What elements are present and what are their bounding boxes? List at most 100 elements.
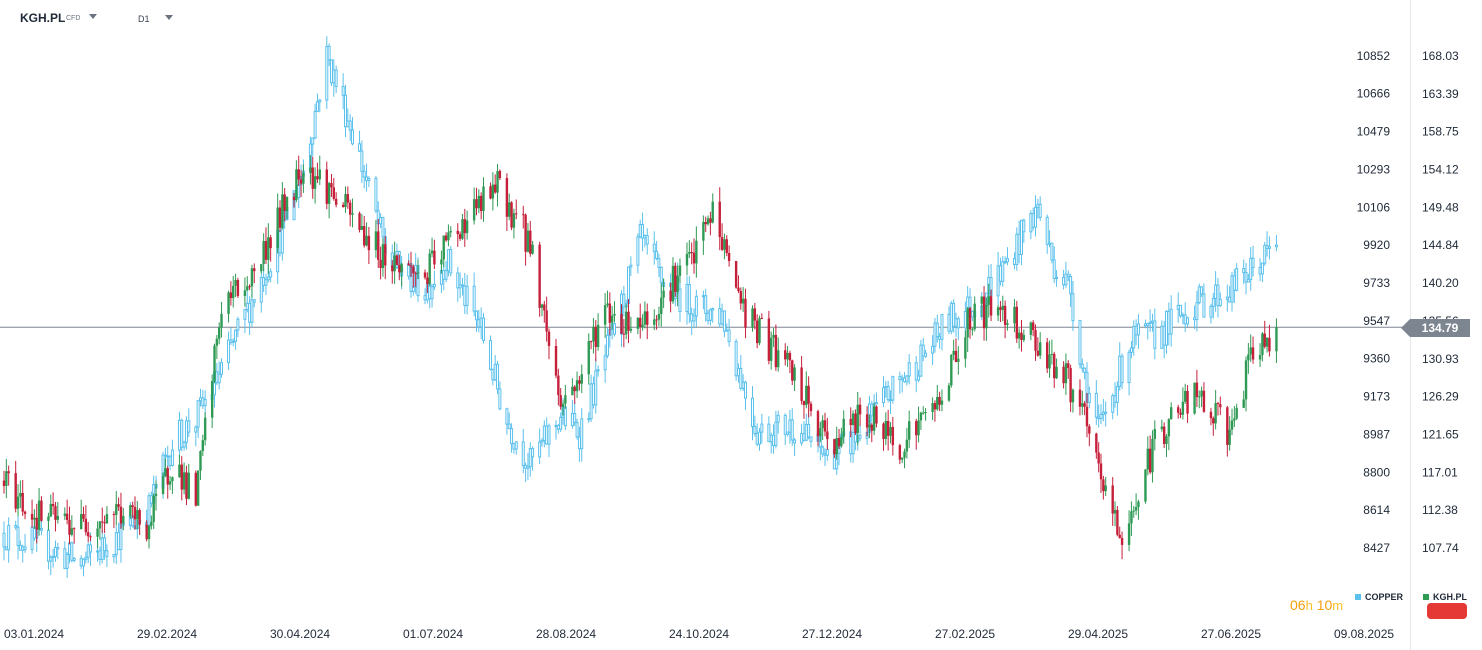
- kgh-candle: [865, 406, 869, 437]
- copper-candle: [117, 522, 121, 551]
- left-axis-tick: 9920: [1363, 238, 1390, 252]
- copper-candle: [269, 268, 273, 283]
- symbol-label[interactable]: KGH.PL: [20, 11, 66, 25]
- copper-candle: [1127, 349, 1131, 396]
- kgh-candle: [281, 182, 284, 230]
- kgh-candle: [578, 375, 581, 391]
- kgh-candle: [463, 208, 466, 247]
- kgh-candle: [900, 457, 904, 464]
- copper-candle: [498, 381, 502, 411]
- kgh-candle: [1067, 360, 1070, 379]
- copper-candle: [1132, 320, 1136, 356]
- kgh-candle: [330, 174, 333, 197]
- kgh-candle: [952, 339, 955, 361]
- kgh-candle: [171, 476, 174, 494]
- kgh-candle: [1167, 418, 1171, 451]
- kgh-candle: [68, 506, 71, 545]
- kgh-candle: [472, 187, 476, 225]
- kgh-candle: [426, 272, 429, 294]
- kgh-candle: [1020, 319, 1023, 352]
- copper-candle: [1186, 316, 1190, 328]
- kgh-candle: [246, 276, 249, 292]
- kgh-candle: [646, 303, 649, 340]
- copper-candle: [114, 526, 118, 565]
- copper-candle: [444, 260, 448, 283]
- copper-candle: [201, 389, 205, 410]
- kgh-candle: [936, 384, 939, 411]
- kgh-candle: [1053, 351, 1056, 389]
- copper-candle: [51, 548, 55, 568]
- copper-candle: [692, 308, 696, 329]
- kgh-candle: [391, 260, 394, 284]
- kgh-candle: [924, 407, 927, 421]
- copper-candle: [528, 442, 532, 477]
- kgh-candle: [285, 196, 289, 220]
- copper-candle: [917, 369, 921, 383]
- kgh-candle: [1251, 336, 1255, 364]
- kgh-candle: [23, 510, 27, 520]
- copper-candle: [456, 267, 460, 302]
- kgh-candle: [968, 306, 972, 339]
- copper-candle: [53, 540, 57, 562]
- copper-candle: [753, 415, 757, 437]
- copper-candle: [1169, 295, 1173, 347]
- kgh-candle: [624, 304, 628, 340]
- copper-candle: [774, 410, 778, 449]
- copper-candle: [914, 355, 918, 393]
- alert-badge[interactable]: [1427, 603, 1467, 619]
- legend-copper[interactable]: COPPER: [1355, 592, 1403, 602]
- left-axis-tick: 10852: [1357, 49, 1391, 63]
- symbol-dropdown-icon[interactable]: [89, 14, 97, 19]
- copper-candle: [507, 412, 511, 430]
- kgh-candle: [1132, 505, 1135, 518]
- kgh-candle: [103, 515, 106, 534]
- kgh-candle: [348, 199, 352, 227]
- copper-candle: [1094, 380, 1098, 425]
- kgh-candle: [931, 397, 934, 420]
- copper-candle: [687, 276, 691, 324]
- copper-candle: [559, 412, 563, 433]
- copper-candle: [1251, 245, 1255, 277]
- copper-candle: [596, 365, 600, 377]
- kgh-candle: [671, 257, 675, 304]
- copper-candle: [65, 552, 69, 578]
- kgh-candle: [365, 222, 368, 247]
- copper-candle: [198, 388, 202, 407]
- copper-candle: [790, 408, 794, 446]
- kgh-candle: [688, 240, 691, 258]
- copper-candle: [589, 374, 593, 422]
- kgh-candle: [564, 384, 567, 409]
- kgh-candle: [1118, 526, 1121, 539]
- copper-candle: [1167, 302, 1171, 346]
- kgh-candle: [119, 492, 123, 529]
- legend-kgh[interactable]: KGH.PL: [1423, 592, 1467, 602]
- kgh-candle: [1097, 442, 1100, 473]
- kgh-candle: [774, 324, 778, 371]
- interval-label[interactable]: D1: [138, 14, 150, 24]
- copper-candle: [949, 300, 953, 335]
- kgh-candle: [1003, 300, 1007, 339]
- kgh-candle: [905, 427, 909, 459]
- kgh-candle: [7, 465, 10, 486]
- kgh-candle: [522, 205, 525, 229]
- kgh-candle: [138, 508, 141, 535]
- kgh-candle: [540, 303, 544, 317]
- copper-candle: [1129, 340, 1133, 359]
- copper-candle: [182, 440, 186, 451]
- countdown-minutes-unit: m: [1332, 598, 1344, 613]
- copper-candle: [463, 273, 467, 314]
- kgh-candle: [475, 187, 478, 216]
- copper-candle: [605, 327, 609, 359]
- kgh-candle: [758, 315, 761, 346]
- kgh-candle: [610, 305, 614, 330]
- kgh-candle: [1095, 432, 1098, 459]
- kgh-candle: [496, 164, 499, 207]
- interval-dropdown-icon[interactable]: [165, 15, 173, 20]
- kgh-candle: [199, 450, 202, 481]
- copper-candle: [180, 418, 184, 452]
- copper-candle: [1066, 270, 1070, 281]
- kgh-candle: [1226, 405, 1229, 457]
- copper-candle: [636, 233, 640, 274]
- copper-candle: [793, 437, 797, 456]
